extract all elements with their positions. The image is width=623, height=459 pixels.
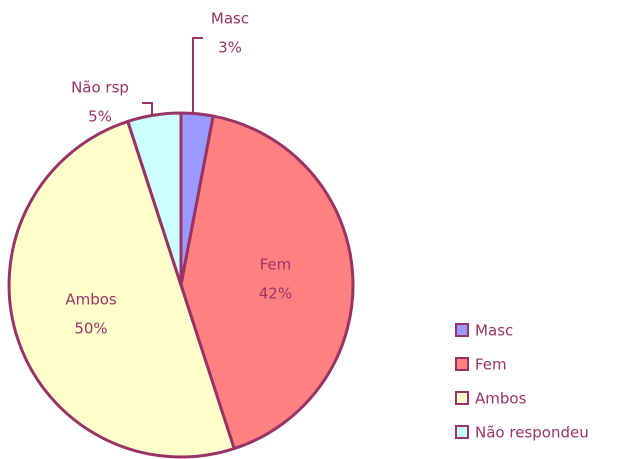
legend-swatch	[455, 391, 469, 405]
slice-value: 42%	[259, 285, 292, 303]
slice-value: 50%	[74, 320, 107, 338]
leader-line	[192, 37, 203, 114]
legend-label: Fem	[475, 356, 507, 374]
slice-name: Masc	[211, 10, 249, 28]
slice-name: Ambos	[65, 291, 117, 309]
legend-label: Ambos	[475, 390, 527, 408]
legend-label: Não respondeu	[475, 424, 589, 442]
pie-slice	[126, 111, 183, 287]
legend-label: Masc	[475, 322, 513, 340]
legend-swatch	[455, 357, 469, 371]
slice-value: 3%	[218, 39, 242, 57]
slice-name: Não rsp	[71, 79, 129, 97]
pie-slice	[179, 114, 355, 451]
legend: Masc Fem Ambos Não respondeu	[455, 322, 589, 442]
pie-slice	[7, 119, 236, 459]
legend-swatch	[455, 425, 469, 439]
leader-line	[142, 102, 153, 116]
slice-name: Fem	[260, 256, 292, 274]
legend-swatch	[455, 323, 469, 337]
slice-value: 5%	[88, 108, 112, 126]
